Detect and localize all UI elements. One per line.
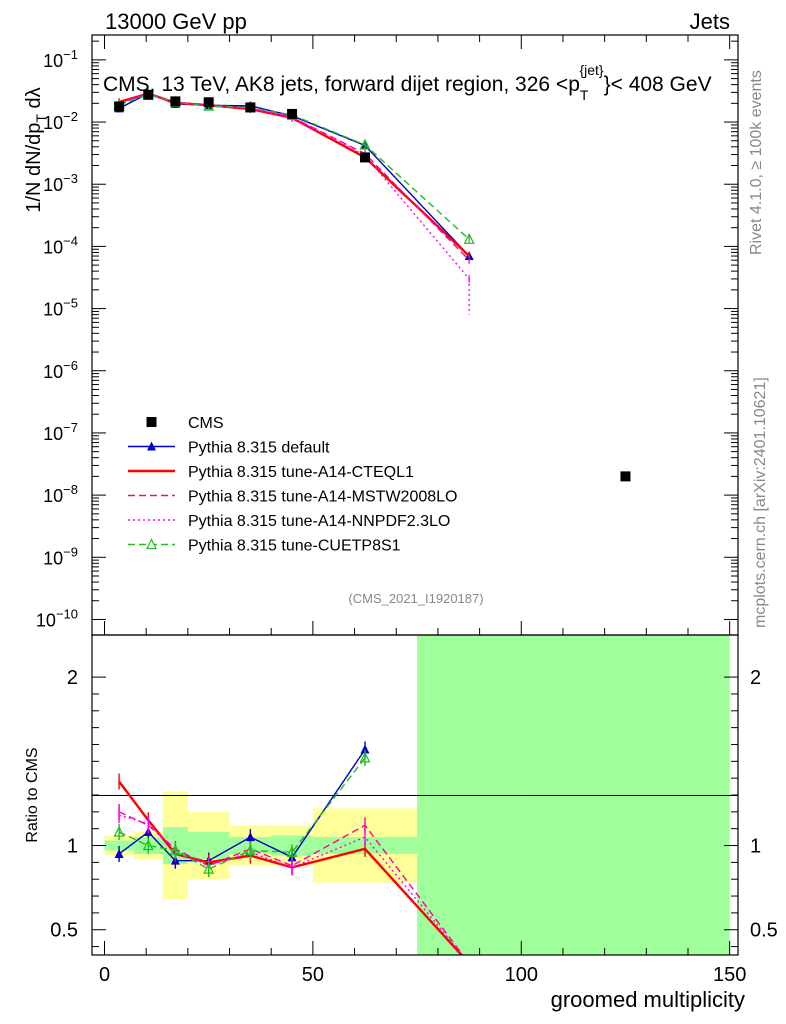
ratio-marker-0: [114, 848, 124, 858]
ratio-tick-label: 2: [67, 667, 78, 689]
ratio-line-1: [118, 780, 464, 955]
y-tick-label: 10−10: [36, 606, 78, 630]
y-tick-label: 10−5: [43, 296, 78, 320]
x-tick-label: 150: [713, 964, 746, 986]
y-tick-label: 10−1: [43, 47, 78, 71]
series-marker-4: [359, 138, 371, 150]
cms-data-point: [620, 471, 631, 482]
ratio-marker-4: [169, 844, 181, 856]
y-tick-label: 10−6: [43, 358, 78, 382]
header-left: 13000 GeV pp: [105, 9, 247, 34]
legend-label-0: Pythia 8.315 default: [188, 440, 330, 457]
legend-label-4: Pythia 8.315 tune-CUETP8S1: [188, 538, 401, 555]
y-tick-label: 10−3: [43, 171, 78, 195]
cms-data-point: [359, 152, 370, 163]
rivet-version-label: Rivet 4.1.0, ≥ 100k events: [748, 70, 765, 255]
ratio-marker-0: [245, 832, 255, 842]
ratio-marker-4: [113, 825, 125, 837]
analysis-id: (CMS_2021_I1920187): [348, 591, 483, 606]
legend: CMS Pythia 8.315 default Pythia 8.315 tune…: [128, 415, 457, 555]
ratio-line-3: [118, 814, 464, 955]
ratio-series-group: [113, 741, 464, 955]
main-series-group: [113, 88, 631, 482]
ratio-marker-0: [360, 744, 370, 754]
chart-title: CMS, 13 TeV, AK8 jets, forward dijet reg…: [103, 62, 712, 103]
legend-marker-4: [146, 538, 157, 550]
cms-data-point: [203, 97, 214, 108]
ratio-tick-label: 0.5: [50, 920, 78, 942]
y-tick-label: 10−8: [43, 482, 78, 506]
x-tick-label: 100: [505, 964, 538, 986]
source-label: mcplots.cern.ch [arXiv:2401.10621]: [752, 377, 769, 628]
ratio-marker-4: [142, 839, 154, 851]
ratio-tick-label-right: 0.5: [750, 920, 778, 942]
y-tick-label: 10−9: [43, 544, 78, 568]
ratio-marker-4: [359, 751, 371, 763]
cms-data-point: [287, 108, 298, 119]
ratio-uncertainty-bands: [104, 635, 730, 955]
series-marker-4: [463, 232, 475, 244]
stat-band-bin: [104, 840, 134, 851]
ratio-tick-label-right: 2: [750, 667, 761, 689]
ratio-marker-4: [203, 862, 215, 874]
cms-data-point: [170, 96, 181, 107]
y-tick-label: 10−2: [43, 109, 78, 133]
svg-text:1/N dN/dpT dλ: 1/N dN/dpT dλ: [23, 87, 49, 212]
legend-label-3: Pythia 8.315 tune-A14-NNPDF2.3LO: [188, 513, 450, 530]
header-right: Jets: [690, 9, 730, 34]
y-axis-label-main: 1/N dN/dpT dλ: [23, 87, 49, 212]
legend-label-1: Pythia 8.315 tune-A14-CTEQL1: [188, 464, 414, 481]
legend-label-2: Pythia 8.315 tune-A14-MSTW2008LO: [188, 489, 457, 506]
legend-marker-cms: [146, 417, 157, 427]
x-tick-label: 0: [99, 964, 110, 986]
legend-marker-0: [147, 441, 156, 451]
cms-data-point: [143, 89, 154, 100]
axis-ticks: 0 50 100 150 10−1 10−2 10−3 10−4 10−5 10−6 10−7 10−…: [36, 35, 778, 986]
y-axis-label-ratio: Ratio to CMS: [24, 747, 41, 842]
ratio-marker-4: [286, 845, 298, 857]
series-line-3: [118, 92, 470, 280]
stat-band-bin: [521, 635, 730, 955]
cms-data-point: [245, 102, 256, 113]
legend-label-cms: CMS: [188, 415, 224, 432]
stat-band-bin: [417, 635, 522, 955]
x-tick-label: 50: [302, 964, 324, 986]
y-tick-label: 10−7: [43, 420, 78, 444]
ratio-marker-4: [244, 844, 256, 856]
ratio-tick-label: 1: [67, 836, 78, 858]
y-tick-label: 10−4: [43, 233, 78, 257]
ratio-line-2: [118, 811, 464, 955]
x-axis-label: groomed multiplicity: [551, 987, 745, 1012]
cms-data-point: [114, 101, 125, 112]
ratio-tick-label-right: 1: [750, 836, 761, 858]
